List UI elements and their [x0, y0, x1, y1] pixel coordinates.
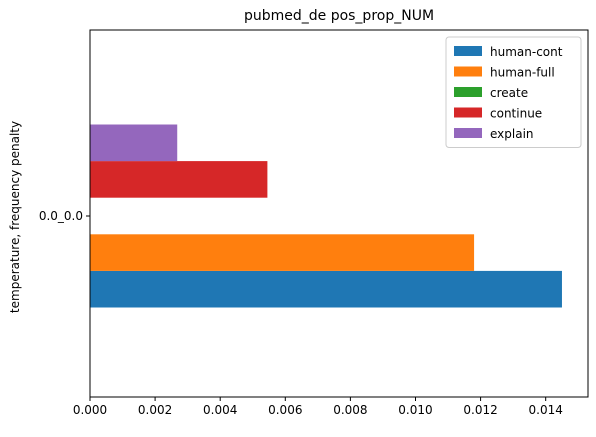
- bar-human-cont: [90, 270, 562, 308]
- bar-explain: [90, 124, 178, 162]
- bar-human-full: [90, 234, 475, 271]
- legend-label-create: create: [490, 86, 528, 100]
- chart-title: pubmed_de pos_prop_NUM: [244, 8, 434, 24]
- legend-swatch-explain: [454, 128, 482, 138]
- bar-continue: [90, 161, 268, 198]
- legend-label-human-cont: human-cont: [490, 45, 563, 59]
- legend-label-explain: explain: [490, 127, 534, 141]
- y-axis-label: temperature, frequency penalty: [8, 121, 22, 313]
- legend-swatch-continue: [454, 107, 482, 118]
- legend-frame: [445, 36, 582, 148]
- x-tick-label: 0.014: [529, 403, 563, 417]
- legend-swatch-human-cont: [454, 46, 482, 56]
- x-tick-label: 0.008: [333, 403, 367, 417]
- x-tick-label: 0.002: [138, 403, 172, 417]
- x-tick-label: 0.006: [268, 403, 302, 417]
- x-tick-label: 0.012: [463, 403, 497, 417]
- x-tick-label: 0.000: [73, 403, 107, 417]
- legend-label-continue: continue: [490, 107, 542, 121]
- legend-swatch-create: [454, 87, 482, 97]
- bars-layer: [90, 124, 562, 308]
- legend: human-cont human-full create continue explai…: [445, 36, 582, 148]
- x-tick-label: 0.010: [398, 403, 432, 417]
- axes-layer: 0.000 0.002 0.004 0.006 0.008 0.010 0.012 0.014…: [39, 29, 589, 417]
- x-tick-label: 0.004: [203, 403, 237, 417]
- legend-swatch-human-full: [454, 66, 482, 77]
- plot-frame: [89, 29, 589, 398]
- y-tick-label: 0.0_0.0: [39, 209, 83, 223]
- legend-label-human-full: human-full: [490, 66, 555, 80]
